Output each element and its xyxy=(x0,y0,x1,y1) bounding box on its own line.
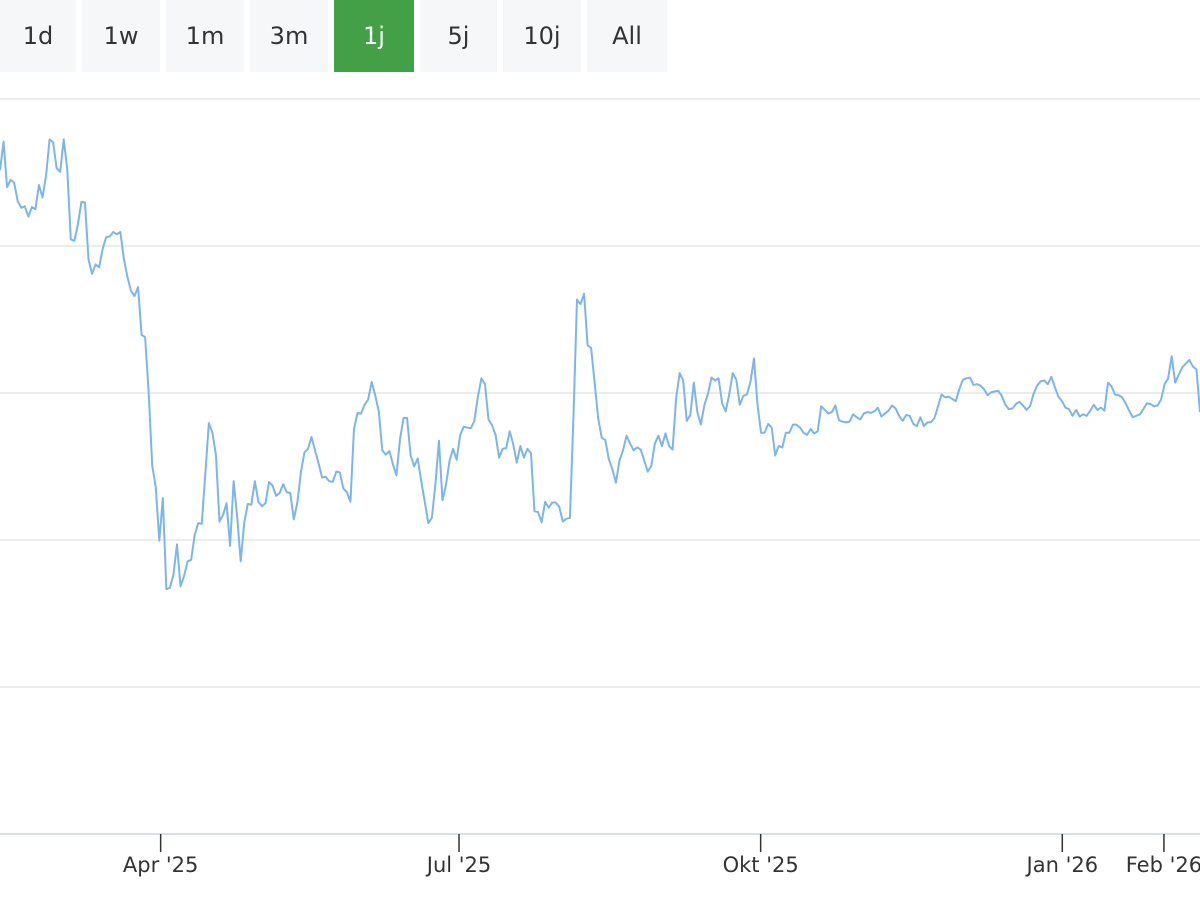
x-tick-label: Jul '25 xyxy=(425,853,492,877)
x-axis-ticks: Apr '25 Jul '25 Okt '25 Jan '26 Feb '26 xyxy=(123,834,1200,877)
range-button-3m[interactable]: 3m xyxy=(250,0,328,72)
range-button-1j[interactable]: 1j xyxy=(334,0,414,72)
x-tick-label: Feb '26 xyxy=(1126,853,1200,877)
range-button-all[interactable]: All xyxy=(587,0,667,72)
series-line[interactable] xyxy=(0,138,1200,591)
range-selector: 1d 1w 1m 3m 1j 5j 10j All xyxy=(0,0,673,72)
x-tick-label: Okt '25 xyxy=(723,853,799,877)
range-button-1d[interactable]: 1d xyxy=(0,0,76,72)
range-button-1w[interactable]: 1w xyxy=(82,0,160,72)
gridlines xyxy=(0,98,1200,688)
range-button-5j[interactable]: 5j xyxy=(420,0,497,72)
range-button-1m[interactable]: 1m xyxy=(166,0,244,72)
x-tick-label: Apr '25 xyxy=(123,853,199,877)
range-button-10j[interactable]: 10j xyxy=(503,0,581,72)
x-tick-label: Jan '26 xyxy=(1025,853,1099,877)
